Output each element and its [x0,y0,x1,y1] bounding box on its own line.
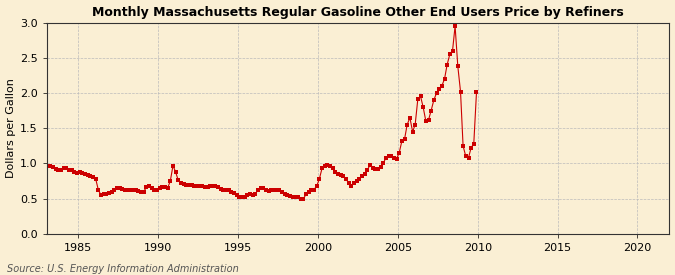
Title: Monthly Massachusetts Regular Gasoline Other End Users Price by Refiners: Monthly Massachusetts Regular Gasoline O… [92,6,624,18]
Y-axis label: Dollars per Gallon: Dollars per Gallon [5,78,16,178]
Text: Source: U.S. Energy Information Administration: Source: U.S. Energy Information Administ… [7,264,238,274]
